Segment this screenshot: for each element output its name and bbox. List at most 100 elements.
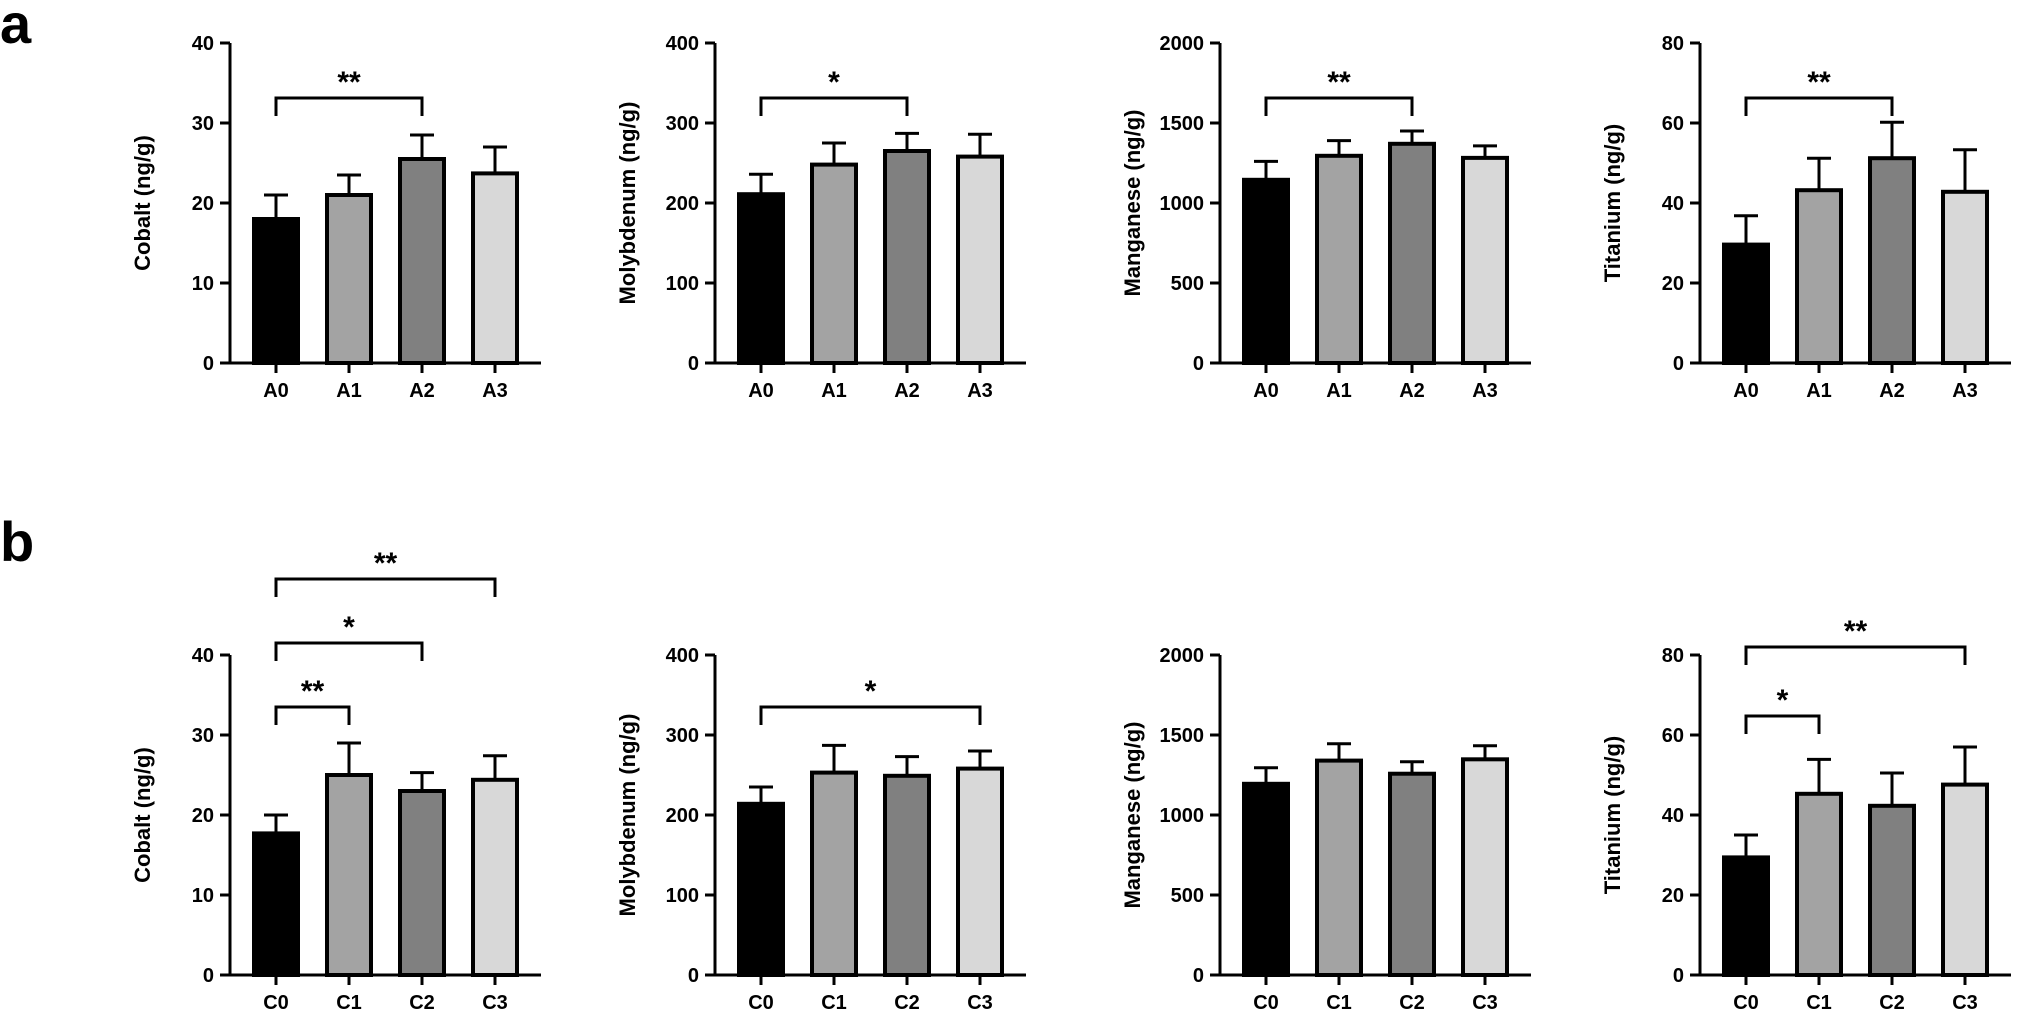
significance-label: **: [1327, 66, 1351, 99]
x-tick-label: C3: [1472, 992, 1498, 1010]
x-tick-label: A1: [1806, 380, 1832, 402]
y-tick-label: 30: [192, 725, 214, 747]
x-tick-label: A0: [1253, 380, 1279, 402]
x-tick-label: A2: [1879, 380, 1905, 402]
significance-label: *: [828, 66, 840, 99]
significance-label: *: [343, 611, 355, 644]
chart-b-2: Molybdenum (ng/g) 0 100 200 300 400 C0 C1 C2 C3 *: [615, 645, 1026, 1010]
bar-A3: [1461, 155, 1509, 365]
y-tick-label: 30: [192, 113, 214, 135]
chart-b-3: Manganese (ng/g) 0 500 1000 1500 2000 C0 C1 C2 C3: [1120, 645, 1531, 1010]
panel-label-a: a: [0, 0, 32, 55]
bar-A0: [252, 217, 300, 365]
y-axis-label: Cobalt (ng/g): [130, 135, 155, 271]
bar-A2: [1388, 141, 1436, 365]
significance-label: **: [374, 547, 398, 580]
y-tick-label: 0: [1193, 965, 1204, 987]
bar-C1: [1795, 791, 1843, 977]
bar-C3: [956, 766, 1004, 977]
y-tick-label: 500: [1171, 273, 1204, 295]
bar-C0: [737, 801, 785, 977]
y-tick-label: 10: [192, 885, 214, 907]
significance-bracket: [274, 577, 497, 597]
y-tick-label: 500: [1171, 885, 1204, 907]
bar-A1: [1795, 188, 1843, 365]
chart-a-1: Cobalt (ng/g) 0 10 20 30 40 A0 A1 A2 A3 **: [130, 33, 541, 402]
y-tick-label: 0: [1673, 965, 1684, 987]
bar-A0: [737, 192, 785, 365]
x-tick-label: C2: [1399, 992, 1425, 1010]
bar-C3: [1461, 757, 1509, 977]
y-tick-label: 2000: [1160, 33, 1205, 55]
panel-label-b: b: [0, 510, 35, 573]
y-tick-label: 200: [666, 193, 699, 215]
y-axis-label: Manganese (ng/g): [1120, 721, 1145, 908]
y-tick-label: 60: [1662, 725, 1684, 747]
significance-label: **: [1807, 66, 1831, 99]
bar-A3: [956, 154, 1004, 365]
x-tick-label: C0: [1253, 992, 1279, 1010]
x-tick-label: A0: [748, 380, 774, 402]
x-tick-label: C2: [1879, 992, 1905, 1010]
x-tick-label: C3: [482, 992, 508, 1010]
bar-A0: [1722, 242, 1770, 366]
bar-A0: [1242, 177, 1290, 365]
bar-A3: [1941, 189, 1989, 365]
x-tick-label: A3: [1952, 380, 1978, 402]
x-tick-label: C0: [748, 992, 774, 1010]
significance-label: **: [301, 675, 325, 708]
y-tick-label: 40: [192, 33, 214, 55]
bar-A2: [398, 157, 446, 365]
x-tick-label: C1: [821, 992, 847, 1010]
bar-A1: [1315, 153, 1363, 365]
chart-a-3: Manganese (ng/g) 0 500 1000 1500 2000 A0 A1 A2 A3…: [1120, 33, 1531, 402]
y-tick-label: 80: [1662, 33, 1684, 55]
y-axis-label: Molybdenum (ng/g): [615, 714, 640, 917]
y-axis-label: Titanium (ng/g): [1600, 736, 1625, 894]
y-tick-label: 10: [192, 273, 214, 295]
bar-A1: [325, 193, 373, 365]
y-tick-label: 100: [666, 885, 699, 907]
x-tick-label: C0: [263, 992, 289, 1010]
bar-C1: [810, 770, 858, 977]
x-tick-label: A3: [967, 380, 993, 402]
y-tick-label: 40: [1662, 193, 1684, 215]
y-tick-label: 1000: [1160, 805, 1205, 827]
significance-bracket: [759, 96, 909, 116]
x-tick-label: A2: [409, 380, 435, 402]
x-tick-label: A2: [894, 380, 920, 402]
significance-label: **: [1844, 615, 1868, 648]
y-tick-label: 400: [666, 33, 699, 55]
y-axis-label: Molybdenum (ng/g): [615, 102, 640, 305]
x-tick-label: A1: [336, 380, 362, 402]
y-tick-label: 20: [1662, 273, 1684, 295]
y-tick-label: 1500: [1160, 725, 1205, 747]
y-tick-label: 400: [666, 645, 699, 667]
x-tick-label: C0: [1733, 992, 1759, 1010]
bar-A2: [883, 149, 931, 365]
y-tick-label: 300: [666, 725, 699, 747]
x-tick-label: A0: [263, 380, 289, 402]
significance-bracket: [274, 705, 351, 725]
bar-C2: [1868, 803, 1916, 977]
x-tick-label: A0: [1733, 380, 1759, 402]
x-tick-label: A1: [1326, 380, 1352, 402]
y-tick-label: 20: [1662, 885, 1684, 907]
bar-A2: [1868, 156, 1916, 365]
bar-C2: [398, 789, 446, 977]
significance-bracket: [1744, 96, 1894, 116]
x-tick-label: A3: [1472, 380, 1498, 402]
chart-a-2: Molybdenum (ng/g) 0 100 200 300 400 A0 A1 A2 A3 *: [615, 33, 1026, 402]
bar-C0: [1242, 781, 1290, 977]
y-tick-label: 200: [666, 805, 699, 827]
y-tick-label: 1500: [1160, 113, 1205, 135]
y-axis-label: Titanium (ng/g): [1600, 124, 1625, 282]
bar-C3: [1941, 782, 1989, 977]
y-axis-label: Cobalt (ng/g): [130, 747, 155, 883]
y-tick-label: 100: [666, 273, 699, 295]
significance-bracket: [274, 96, 424, 116]
y-tick-label: 0: [1193, 353, 1204, 375]
